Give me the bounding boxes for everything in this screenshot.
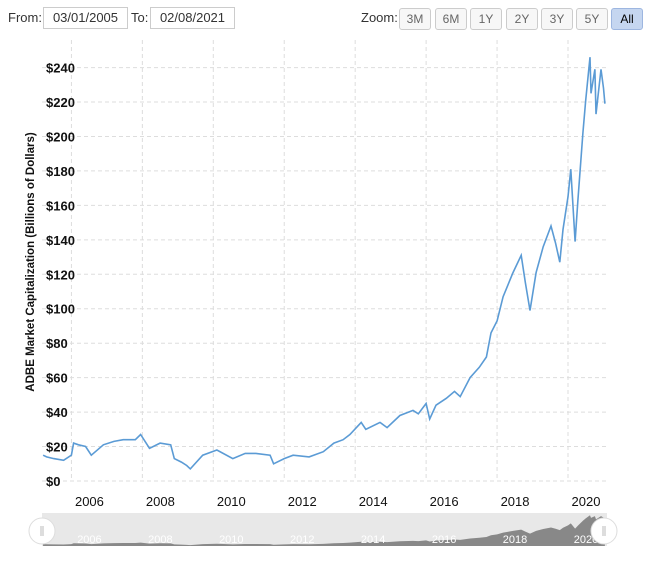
zoom-all-button[interactable]: All	[611, 8, 643, 30]
from-date-input[interactable]: 03/01/2005	[43, 7, 128, 29]
y-axis-title: ADBE Market Capitalization (Billions of …	[25, 132, 37, 392]
zoom-label: Zoom:	[361, 10, 398, 25]
y-tick-label: $180	[46, 164, 75, 179]
zoom-3m-button[interactable]: 3M	[399, 8, 431, 30]
y-tick-label: $100	[46, 302, 75, 317]
navigator-tick-label: 2016	[432, 534, 456, 546]
navigator-series-area	[43, 515, 605, 546]
navigator[interactable]: 2006 2008 2010 2012 2014 2016 2018 2020	[28, 513, 618, 546]
zoom-5y-button[interactable]: 5Y	[576, 8, 608, 30]
x-tick-label: 2008	[146, 494, 175, 509]
y-tick-label: $240	[46, 61, 75, 76]
zoom-2y-button[interactable]: 2Y	[506, 8, 538, 30]
navigator-tick-label: 2006	[77, 534, 101, 546]
x-tick-label: 2010	[217, 494, 246, 509]
zoom-3y-button[interactable]: 3Y	[541, 8, 573, 30]
y-tick-label: $220	[46, 95, 75, 110]
y-tick-label: $40	[46, 405, 68, 420]
x-tick-label: 2018	[501, 494, 530, 509]
y-tick-label: $0	[46, 474, 60, 489]
navigator-tick-label: 2008	[148, 534, 172, 546]
zoom-6m-button[interactable]: 6M	[435, 8, 467, 30]
x-tick-label: 2014	[359, 494, 388, 509]
y-tick-label: $20	[46, 440, 68, 455]
navigator-tick-label: 2018	[503, 534, 527, 546]
navigator-tick-label: 2014	[361, 534, 385, 546]
y-tick-label: $120	[46, 267, 75, 282]
grid	[42, 40, 607, 482]
navigator-tick-label: 2012	[290, 534, 314, 546]
series-line	[42, 57, 606, 471]
y-tick-label: $140	[46, 233, 75, 248]
navigator-left-handle[interactable]	[28, 517, 56, 545]
x-tick-label: 2006	[75, 494, 104, 509]
navigator-tick-label: 2010	[219, 534, 243, 546]
x-tick-label: 2020	[572, 494, 601, 509]
x-tick-label: 2012	[288, 494, 317, 509]
y-tick-label: $160	[46, 198, 75, 213]
to-date-input[interactable]: 02/08/2021	[150, 7, 235, 29]
navigator-right-handle[interactable]	[590, 517, 618, 545]
y-tick-label: $60	[46, 371, 68, 386]
from-label: From:	[8, 10, 42, 25]
y-tick-label: $80	[46, 336, 68, 351]
zoom-1y-button[interactable]: 1Y	[470, 8, 502, 30]
y-tick-label: $200	[46, 129, 75, 144]
to-label: To:	[131, 10, 149, 25]
x-tick-label: 2016	[430, 494, 459, 509]
